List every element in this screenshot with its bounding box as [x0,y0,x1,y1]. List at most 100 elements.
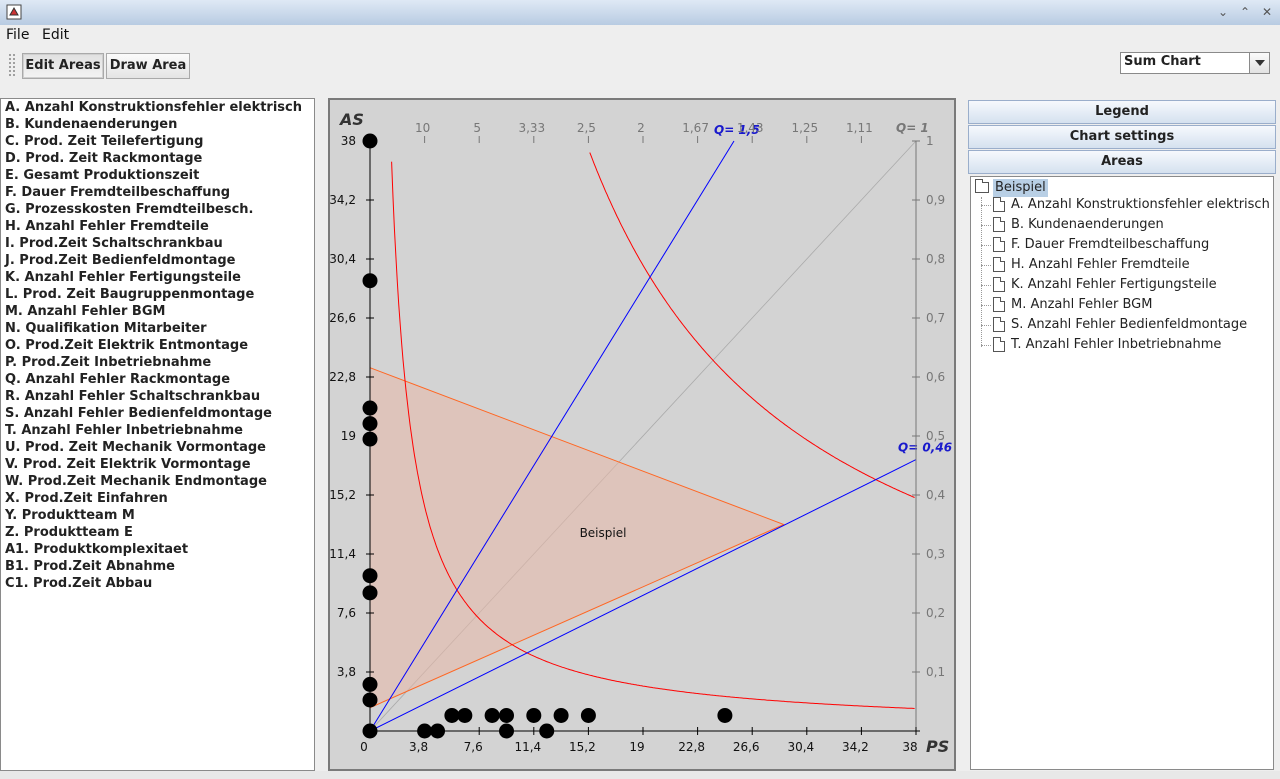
attribute-item[interactable]: K. Anzahl Fehler Fertigungsteile [5,270,241,285]
data-point [362,431,378,447]
data-point [553,707,569,723]
attribute-item[interactable]: U. Prod. Zeit Mechanik Vormontage [5,440,267,455]
legend-header[interactable]: Legend [968,100,1276,124]
attribute-item[interactable]: W. Prod.Zeit Mechanik Endmontage [5,474,267,489]
q-top-tick-label: 1,11 [846,121,873,135]
maximize-icon[interactable]: ⌃ [1239,5,1251,19]
q-right-tick-label: 0,6 [926,370,945,384]
attribute-item[interactable]: L. Prod. Zeit Baugruppenmontage [5,287,255,302]
q-right-tick-label: 0,4 [926,488,945,502]
document-icon [993,277,1005,292]
y-tick-label: 34,2 [330,193,356,207]
attribute-item[interactable]: D. Prod. Zeit Rackmontage [5,151,203,166]
data-point [717,707,733,723]
document-icon [993,217,1005,232]
attribute-item[interactable]: B. Kundenaenderungen [5,117,178,132]
menu-file[interactable]: File [6,27,30,43]
q-one-label: Q= 1 [896,121,929,135]
attribute-item[interactable]: O. Prod.Zeit Elektrik Entmontage [5,338,249,353]
attribute-item[interactable]: A1. Produktkomplexitaet [5,542,189,557]
document-icon [993,337,1005,352]
right-panel: Legend Chart settings Areas Beispiel A. … [968,98,1276,771]
chart-type-select[interactable]: Sum Chart [1120,52,1270,74]
q-right-tick-label: 0,8 [926,252,945,266]
tree-item-label: T. Anzahl Fehler Inbetriebnahme [1011,337,1222,352]
data-point [526,707,542,723]
attribute-item[interactable]: F. Dauer Fremdteilbeschaffung [5,185,231,200]
title-bar: ⌄ ⌃ ✕ [0,0,1280,26]
data-point [484,707,500,723]
attribute-item[interactable]: Z. Produktteam E [5,525,133,540]
menu-edit[interactable]: Edit [42,27,70,43]
status-bar [0,771,1280,779]
attribute-item[interactable]: V. Prod. Zeit Elektrik Vormontage [5,457,251,472]
data-point [430,723,446,739]
data-point [362,273,378,289]
q-right-tick-label: 0,9 [926,193,945,207]
y-tick-label: 26,6 [330,311,356,325]
edit-areas-button[interactable]: Edit Areas [22,53,104,79]
attribute-item[interactable]: H. Anzahl Fehler Fremdteile [5,219,209,234]
chart-settings-header[interactable]: Chart settings [968,125,1276,149]
toolbar-grip-icon[interactable] [8,53,16,77]
x-tick-label: 7,6 [464,740,483,754]
minimize-icon[interactable]: ⌄ [1217,5,1229,19]
areas-header[interactable]: Areas [968,150,1276,174]
attribute-item[interactable]: E. Gesamt Produktionszeit [5,168,200,183]
q-right-tick-label: 0,7 [926,311,945,325]
data-point [362,585,378,601]
x-tick-label: 11,4 [514,740,541,754]
draw-area-button[interactable]: Draw Area [106,53,190,79]
attribute-item[interactable]: T. Anzahl Fehler Inbetriebnahme [5,423,243,438]
attribute-item[interactable]: B1. Prod.Zeit Abnahme [5,559,175,574]
app-icon [6,4,22,20]
attribute-item[interactable]: P. Prod.Zeit Inbetriebnahme [5,355,212,370]
data-point [499,723,514,739]
attribute-list[interactable]: A. Anzahl Konstruktionsfehler elektrisch… [0,98,315,771]
data-point [362,133,378,149]
toolbar: Edit Areas Draw Area [0,45,1280,95]
q-line [369,140,735,732]
y-tick-label: 22,8 [330,370,356,384]
document-icon [993,237,1005,252]
data-point [362,400,378,416]
tree-item-label: M. Anzahl Fehler BGM [1011,297,1153,312]
q-top-tick-label: 3,33 [518,121,545,135]
attribute-item[interactable]: I. Prod.Zeit Schaltschrankbau [5,236,223,251]
attribute-item[interactable]: M. Anzahl Fehler BGM [5,304,166,319]
data-point [457,707,473,723]
attribute-item[interactable]: C. Prod. Zeit Teilefertigung [5,134,204,149]
attribute-item[interactable]: S. Anzahl Fehler Bedienfeldmontage [5,406,272,421]
attribute-item[interactable]: X. Prod.Zeit Einfahren [5,491,168,506]
x-axis-title: PS [926,737,949,756]
attribute-item[interactable]: Y. Produktteam M [5,508,135,523]
chevron-down-icon[interactable] [1249,53,1269,73]
attribute-item[interactable]: Q. Anzahl Fehler Rackmontage [5,372,231,387]
x-tick-label: 3,8 [409,740,428,754]
menu-bar: File Edit [0,25,1280,45]
attribute-item[interactable]: J. Prod.Zeit Bedienfeldmontage [5,253,236,268]
tree-item-label: H. Anzahl Fehler Fremdteile [1011,257,1190,272]
tree-guide-line [981,265,991,266]
y-tick-label: 11,4 [330,547,356,561]
attribute-item[interactable]: R. Anzahl Fehler Schaltschrankbau [5,389,261,404]
document-icon [993,197,1005,212]
attribute-item[interactable]: N. Qualifikation Mitarbeiter [5,321,207,336]
x-tick-label: 22,8 [678,740,705,754]
tree-guide-line [981,245,991,246]
data-point [580,707,596,723]
document-icon [993,257,1005,272]
x-tick-label: 19 [629,740,644,754]
q-top-tick-label: 1,67 [682,121,709,135]
chart-panel[interactable]: Beispiel Q= 1,5 Q= 0,46 3,8 7,6 11,4 15,2 19 22,… [328,98,956,771]
data-point [539,723,555,739]
attribute-item[interactable]: C1. Prod.Zeit Abbau [5,576,153,591]
tree-item-label: S. Anzahl Fehler Bedienfeldmontage [1011,317,1248,332]
attribute-item[interactable]: G. Prozesskosten Fremdteilbesch. [5,202,254,217]
attribute-item[interactable]: A. Anzahl Konstruktionsfehler elektrisch [5,100,303,115]
q-top-tick-label: 1,43 [737,121,764,135]
data-point [362,692,378,708]
tree-item-label: K. Anzahl Fehler Fertigungsteile [1011,277,1217,292]
q-top-tick-label: 1,25 [791,121,818,135]
close-icon[interactable]: ✕ [1261,5,1273,19]
